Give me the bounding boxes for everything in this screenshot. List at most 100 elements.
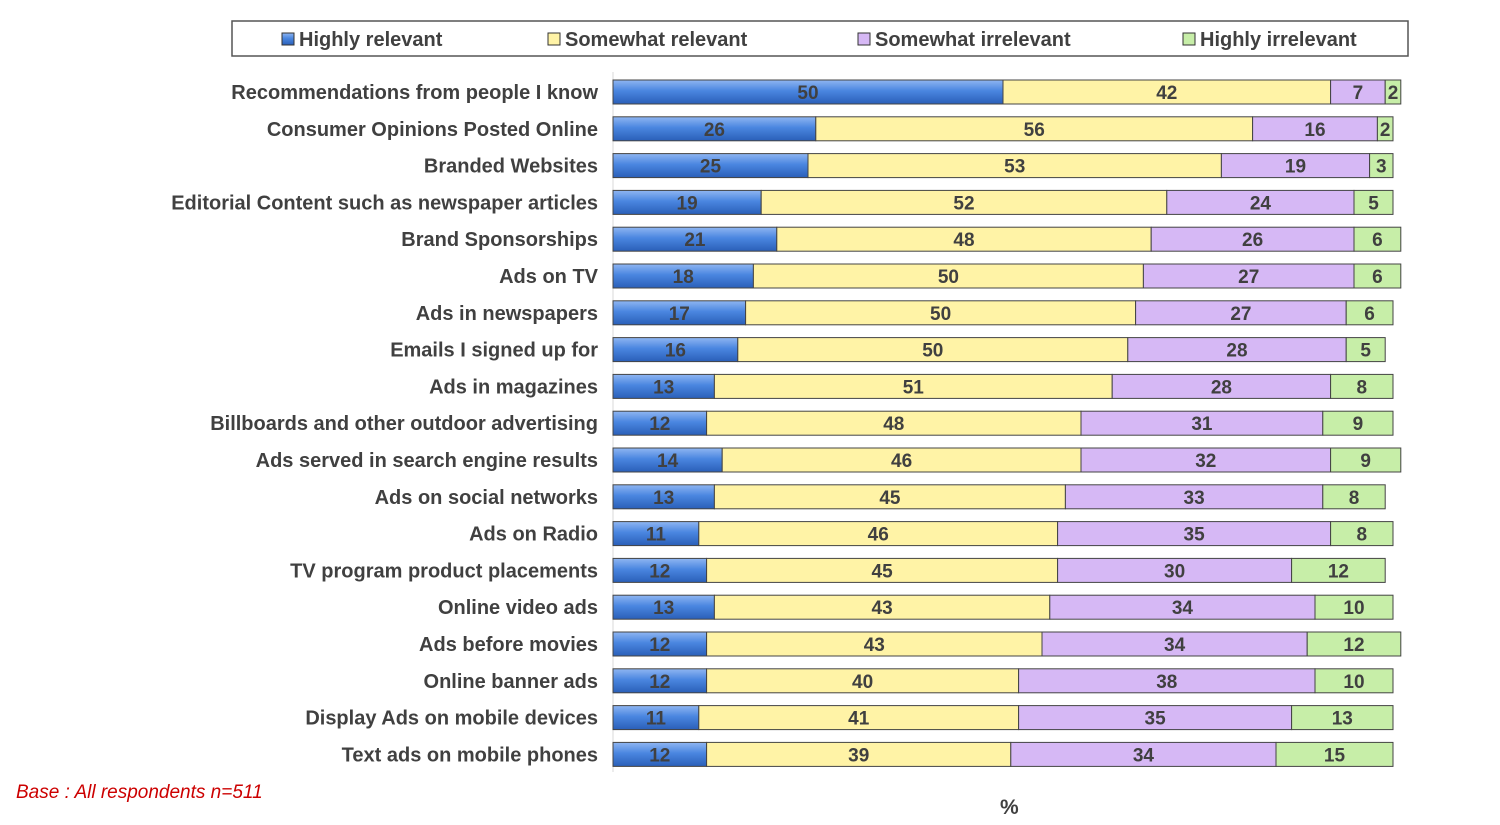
legend-label-highly-irrelevant: Highly irrelevant bbox=[1200, 29, 1357, 51]
data-label: 31 bbox=[1191, 414, 1213, 435]
data-label: 3 bbox=[1376, 157, 1387, 178]
data-label: 41 bbox=[848, 709, 870, 730]
data-label: 8 bbox=[1349, 488, 1360, 509]
bar-segment-highly-irrelevant bbox=[1306, 631, 1402, 657]
legend-box bbox=[231, 20, 1409, 57]
bar-segment-somewhat-relevant bbox=[706, 557, 1059, 583]
bar-segment-somewhat-irrelevant bbox=[1135, 300, 1347, 326]
category-label: Branded Websites bbox=[424, 156, 598, 178]
bar-segment-highly-relevant bbox=[612, 189, 762, 215]
data-label: 38 bbox=[1156, 672, 1177, 693]
bar-segment-highly-relevant bbox=[612, 741, 708, 767]
data-label: 6 bbox=[1372, 267, 1383, 288]
data-label: 34 bbox=[1164, 635, 1186, 656]
category-label: Ads before movies bbox=[419, 634, 598, 656]
bar-segment-somewhat-irrelevant bbox=[1111, 373, 1332, 399]
data-label: 45 bbox=[872, 561, 894, 582]
data-label: 26 bbox=[704, 120, 725, 141]
bar-segment-highly-relevant bbox=[612, 337, 739, 363]
data-label: 7 bbox=[1353, 83, 1364, 104]
data-label: 18 bbox=[673, 267, 694, 288]
bar-segment-somewhat-relevant bbox=[737, 337, 1129, 363]
bar-segment-somewhat-relevant bbox=[713, 484, 1066, 510]
bar-segment-highly-relevant bbox=[612, 521, 700, 547]
data-label: 12 bbox=[1328, 561, 1349, 582]
data-label: 15 bbox=[1324, 745, 1346, 766]
bar-segment-somewhat-irrelevant bbox=[1166, 189, 1355, 215]
bar-segment-somewhat-irrelevant bbox=[1064, 484, 1324, 510]
bar-segment-somewhat-irrelevant bbox=[1018, 668, 1316, 694]
bar-segment-highly-irrelevant bbox=[1353, 226, 1402, 252]
category-label: Online video ads bbox=[438, 597, 598, 619]
data-label: 11 bbox=[646, 709, 667, 730]
data-label: 35 bbox=[1145, 709, 1167, 730]
legend-swatch-highly-relevant bbox=[281, 32, 295, 46]
data-label: 43 bbox=[872, 598, 893, 619]
data-label: 50 bbox=[938, 267, 959, 288]
x-axis-unit-label: % bbox=[1000, 796, 1019, 819]
bar-segment-highly-relevant bbox=[612, 631, 708, 657]
data-label: 24 bbox=[1250, 193, 1272, 214]
bar-segment-highly-irrelevant bbox=[1345, 337, 1386, 363]
bar-segment-highly-relevant bbox=[612, 410, 708, 436]
data-label: 19 bbox=[1285, 157, 1306, 178]
data-label: 8 bbox=[1357, 525, 1368, 546]
bar-segment-somewhat-irrelevant bbox=[1150, 226, 1355, 252]
bar-segment-highly-irrelevant bbox=[1384, 79, 1402, 105]
data-label: 12 bbox=[649, 414, 670, 435]
bar-segment-highly-relevant bbox=[612, 263, 754, 289]
data-label: 6 bbox=[1372, 230, 1383, 251]
bar-segment-somewhat-irrelevant bbox=[1080, 410, 1324, 436]
data-label: 50 bbox=[922, 341, 943, 362]
data-label: 13 bbox=[1332, 709, 1353, 730]
data-label: 50 bbox=[930, 304, 951, 325]
data-label: 21 bbox=[684, 230, 706, 251]
bar-segment-highly-irrelevant bbox=[1291, 557, 1386, 583]
bar-segment-highly-irrelevant bbox=[1275, 741, 1394, 767]
data-label: 12 bbox=[1343, 635, 1364, 656]
data-label: 30 bbox=[1164, 561, 1185, 582]
bar-segment-somewhat-irrelevant bbox=[1080, 447, 1332, 473]
data-label: 53 bbox=[1004, 157, 1025, 178]
category-label: Emails I signed up for bbox=[390, 340, 598, 362]
bar-segment-highly-irrelevant bbox=[1314, 594, 1394, 620]
data-label: 28 bbox=[1211, 377, 1232, 398]
data-label: 43 bbox=[864, 635, 885, 656]
data-label: 56 bbox=[1024, 120, 1045, 141]
data-label: 34 bbox=[1133, 745, 1155, 766]
data-label: 34 bbox=[1172, 598, 1194, 619]
bar-segment-somewhat-relevant bbox=[698, 705, 1020, 731]
bar-segment-highly-relevant bbox=[612, 79, 1004, 105]
data-label: 40 bbox=[852, 672, 873, 693]
data-label: 12 bbox=[649, 561, 670, 582]
data-label: 39 bbox=[848, 745, 869, 766]
bar-segment-somewhat-relevant bbox=[706, 741, 1012, 767]
bar-segment-somewhat-irrelevant bbox=[1142, 263, 1355, 289]
bar-segment-highly-irrelevant bbox=[1376, 116, 1394, 142]
bar-segment-somewhat-relevant bbox=[815, 116, 1254, 142]
bar-segment-somewhat-relevant bbox=[807, 153, 1222, 179]
bar-segment-somewhat-relevant bbox=[745, 300, 1137, 326]
data-label: 6 bbox=[1364, 304, 1375, 325]
data-label: 25 bbox=[700, 157, 722, 178]
data-label: 12 bbox=[649, 672, 670, 693]
bar-segment-somewhat-irrelevant bbox=[1127, 337, 1347, 363]
data-label: 48 bbox=[953, 230, 974, 251]
bar-segment-somewhat-relevant bbox=[752, 263, 1144, 289]
bar-segment-highly-irrelevant bbox=[1369, 153, 1394, 179]
data-label: 2 bbox=[1388, 83, 1399, 104]
bar-segment-somewhat-relevant bbox=[760, 189, 1168, 215]
category-label: Ads in newspapers bbox=[416, 303, 598, 325]
category-label: Consumer Opinions Posted Online bbox=[267, 119, 598, 141]
category-label: Text ads on mobile phones bbox=[342, 744, 598, 766]
bar-segment-somewhat-irrelevant bbox=[1057, 557, 1293, 583]
category-label: Ads on social networks bbox=[375, 487, 598, 509]
data-label: 27 bbox=[1238, 267, 1259, 288]
bar-segment-highly-relevant bbox=[612, 668, 708, 694]
data-label: 33 bbox=[1184, 488, 1205, 509]
data-label: 5 bbox=[1368, 193, 1379, 214]
data-label: 51 bbox=[903, 377, 925, 398]
bar-segment-highly-irrelevant bbox=[1353, 189, 1394, 215]
data-label: 16 bbox=[665, 341, 686, 362]
